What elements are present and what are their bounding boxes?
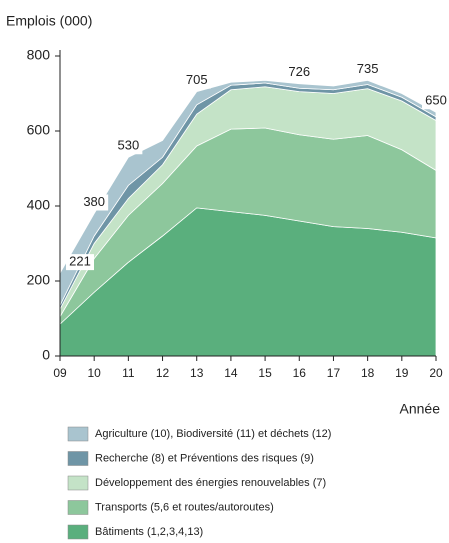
legend-swatch [67, 451, 89, 466]
annotation-bg [114, 138, 143, 155]
x-tick-label: 11 [122, 366, 135, 380]
x-tick-label: 18 [361, 366, 375, 380]
x-tick-label: 14 [224, 366, 238, 380]
annotation-bg [285, 64, 314, 81]
annotation: 380 [83, 194, 105, 209]
legend-swatch [67, 475, 89, 491]
x-tick-label: 19 [395, 366, 409, 380]
annotation-bg [353, 61, 382, 78]
legend-label: Agriculture (10), Biodiversité (11) et d… [95, 428, 331, 440]
x-tick-label: 12 [156, 366, 170, 380]
annotation: 705 [186, 72, 208, 87]
x-tick-label: 17 [327, 366, 341, 380]
annotation: 650 [425, 93, 447, 108]
legend-label: Recherche (8) et Préventions des risques… [95, 452, 314, 464]
y-axis-label: Emplois (000) [6, 13, 92, 29]
legend-swatch [67, 500, 89, 515]
annotation-bg [80, 194, 109, 211]
y-tick-label: 0 [42, 347, 50, 363]
x-tick-label: 13 [190, 366, 204, 380]
annotation-bg [422, 93, 449, 110]
legend-label: Bâtiments (1,2,3,4,13) [95, 526, 203, 538]
x-tick-label: 20 [429, 366, 443, 380]
y-tick-label: 600 [27, 122, 51, 138]
x-tick-label: 15 [258, 366, 272, 380]
annotation: 221 [69, 254, 91, 269]
legend-label: Transports (5,6 et routes/autoroutes) [95, 501, 274, 513]
x-tick-label: 10 [88, 366, 102, 380]
x-axis-label: Année [400, 401, 441, 417]
area [59, 79, 437, 306]
y-tick-label: 200 [27, 272, 51, 288]
annotation-bg [66, 254, 94, 271]
y-tick-label: 400 [27, 197, 51, 213]
annotation: 530 [118, 138, 140, 153]
annotation: 735 [357, 61, 379, 76]
x-tick-label: 09 [53, 366, 67, 380]
legend-label: Développement des énergies renouvelables… [95, 477, 326, 489]
legend-swatch [67, 524, 89, 540]
y-tick-label: 800 [27, 47, 51, 63]
x-tick-label: 16 [293, 366, 307, 380]
annotation: 726 [288, 64, 310, 79]
annotation-bg [182, 72, 211, 89]
legend-swatch [67, 426, 89, 442]
